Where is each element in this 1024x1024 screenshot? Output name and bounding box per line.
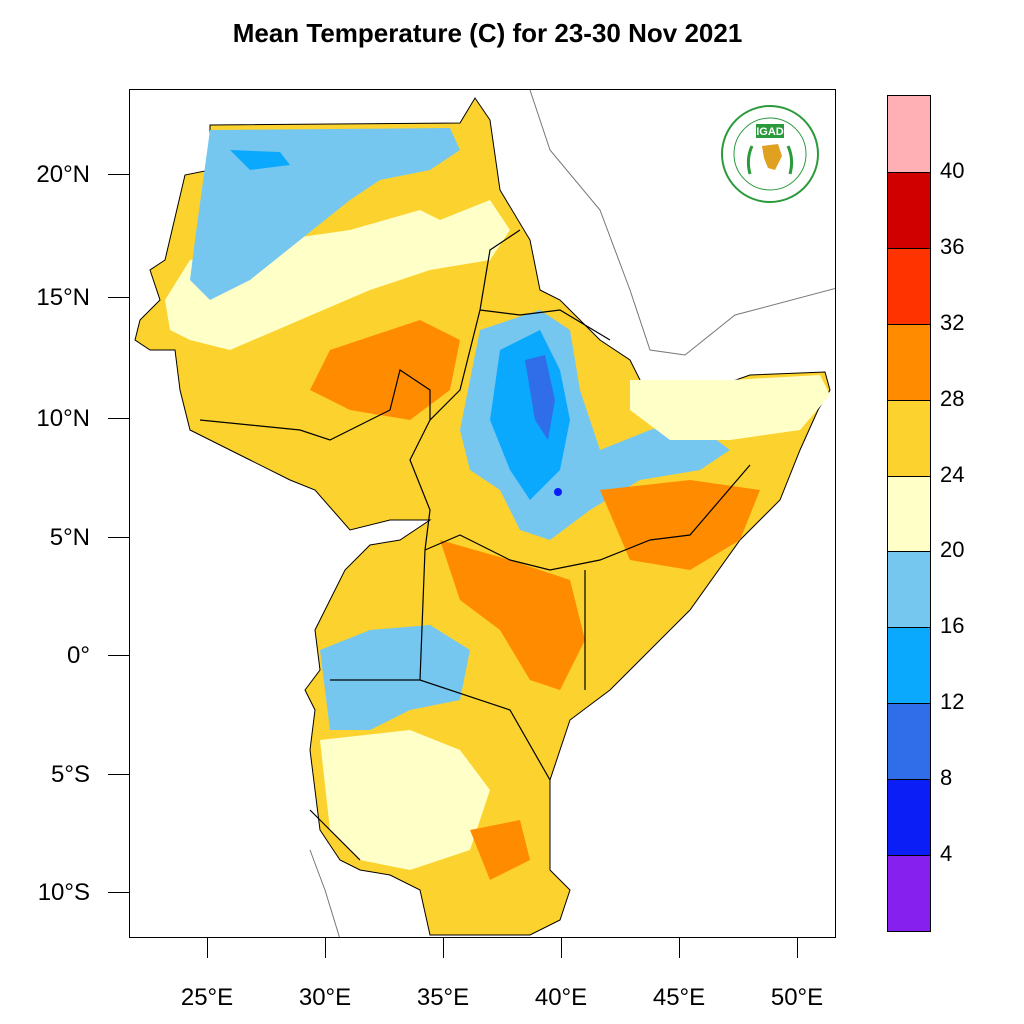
zone-28-32-sudan	[310, 320, 460, 420]
colorbar-segment	[888, 475, 930, 552]
lat-label: 5°S	[51, 761, 90, 788]
lon-tick	[443, 938, 444, 958]
lat-label: 20°N	[36, 161, 90, 188]
colorbar-level-label: 40	[940, 157, 965, 183]
zone-20-24-south	[320, 730, 490, 870]
lon-label: 25°E	[180, 984, 234, 1011]
zone-20-24-horn	[630, 375, 830, 440]
colorbar-level-label: 32	[940, 309, 965, 335]
zone-12-16-highlands	[490, 330, 570, 500]
map-title: Mean Temperature (C) for 23-30 Nov 2021	[232, 18, 743, 48]
colorbar-segment	[888, 855, 930, 931]
lon-label: 45°E	[652, 984, 706, 1011]
colorbar-level-label: 12	[940, 689, 965, 715]
lon-tick	[207, 938, 208, 958]
zone-12-16-north	[230, 150, 290, 170]
colorbar-level-label: 20	[940, 537, 965, 563]
logo-text: IGAD	[756, 126, 784, 138]
coastline-red-sea-east	[529, 90, 835, 356]
lon-tick	[561, 938, 562, 958]
colorbar-segment	[888, 323, 930, 400]
colorbar-segment	[888, 551, 930, 628]
colorbar-level-label: 28	[940, 385, 965, 411]
country-borders	[199, 229, 751, 861]
lon-tick	[325, 938, 326, 958]
lat-label: 10°N	[36, 405, 90, 432]
lat-tick	[108, 297, 129, 298]
temperature-map	[134, 90, 835, 937]
zone-16-20-north	[190, 128, 460, 300]
lat-tick	[108, 655, 129, 656]
map-panel	[129, 89, 836, 938]
colorbar-segment	[888, 247, 930, 324]
zone-20-24-north	[165, 200, 510, 350]
lat-tick	[108, 774, 129, 775]
lon-label: 40°E	[534, 984, 588, 1011]
zone-8-12-highlands	[525, 355, 555, 440]
colorbar-level-label: 36	[940, 233, 965, 259]
zone-28-32-somalia	[600, 480, 760, 570]
colorbar-level-label: 8	[940, 765, 953, 791]
colorbar-segment	[888, 703, 930, 780]
colorbar-segment	[888, 779, 930, 856]
colorbar-segment	[888, 96, 930, 172]
lat-label: 10°S	[37, 879, 90, 906]
colorbar-level-label: 16	[940, 613, 965, 639]
colorbar-level-label: 24	[940, 461, 965, 487]
colorbar-level-label: 4	[940, 841, 953, 867]
lon-tick	[679, 938, 680, 958]
lat-label: 5°N	[49, 524, 90, 551]
colorbar-segment	[888, 627, 930, 704]
colorbar-segment	[888, 399, 930, 476]
lat-tick	[108, 174, 129, 175]
lon-tick	[797, 938, 798, 958]
igad-logo: IGAD	[721, 105, 819, 203]
lat-tick	[108, 418, 129, 419]
coastline-lake	[309, 849, 340, 937]
lon-label: 30°E	[298, 984, 352, 1011]
lat-label: 0°	[67, 642, 90, 669]
zone-16-20-lake	[320, 625, 470, 730]
zone-28-32-south	[470, 820, 530, 880]
lon-label: 35°E	[416, 984, 470, 1011]
lon-label: 50°E	[770, 984, 824, 1011]
colorbar	[887, 95, 931, 932]
lat-label: 15°N	[36, 284, 90, 311]
lat-tick	[108, 537, 129, 538]
lat-tick	[108, 892, 129, 893]
colorbar-segment	[888, 171, 930, 248]
zone-28-32-kenya	[440, 540, 585, 690]
zone-4-8-spot	[554, 488, 562, 496]
